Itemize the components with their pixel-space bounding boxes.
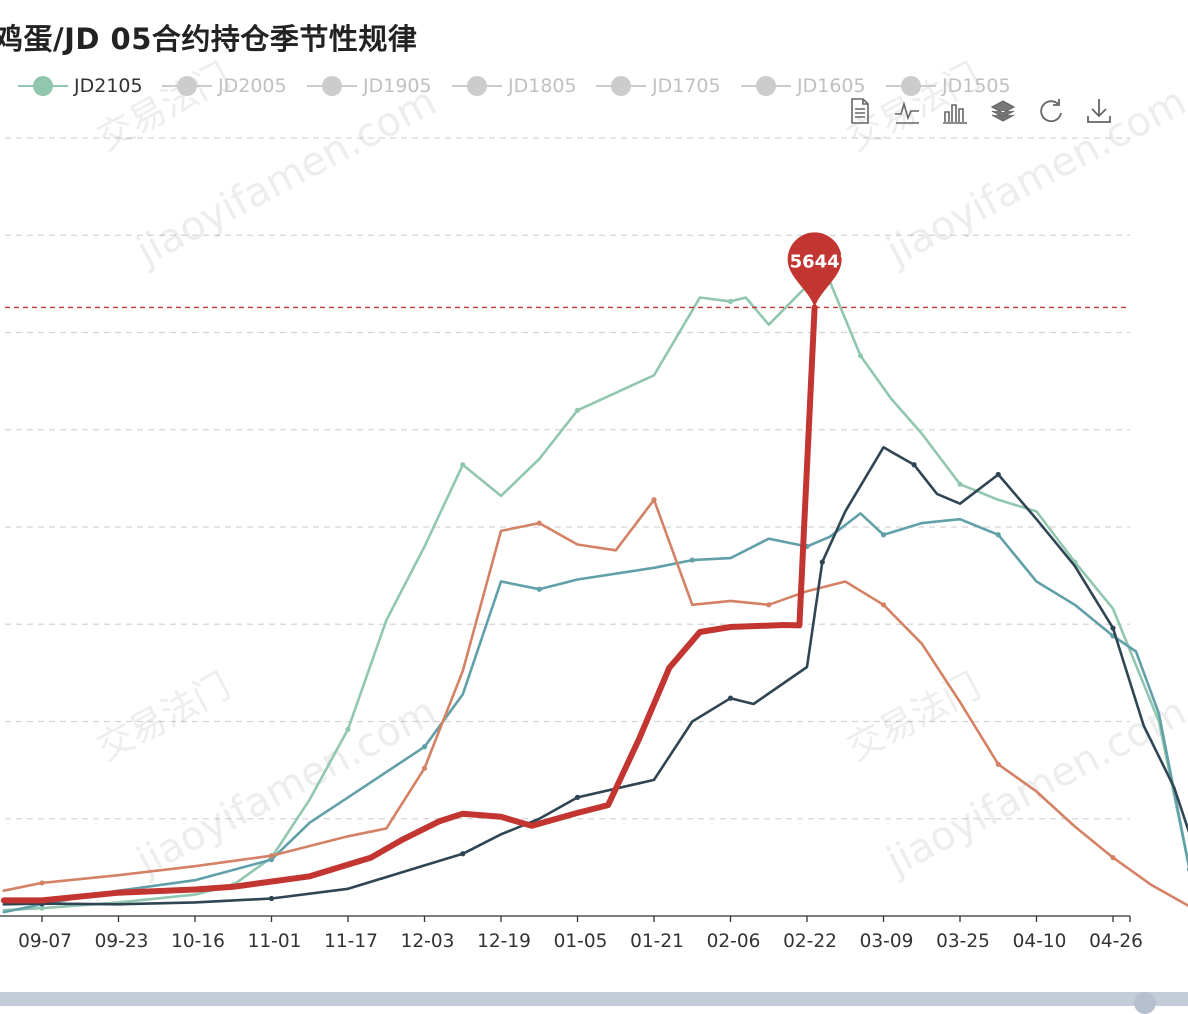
legend-label: JD2005 bbox=[218, 75, 287, 97]
data-point-jd2005 bbox=[957, 481, 963, 487]
data-point-jd1905 bbox=[421, 744, 428, 750]
legend-item-jd1505[interactable]: JD1505 bbox=[886, 70, 1011, 102]
series-lines bbox=[0, 234, 1188, 914]
data-point-jd1705 bbox=[727, 695, 734, 701]
markpoint-label: 156447 bbox=[777, 251, 852, 272]
series-line-jd1905 bbox=[2, 512, 1188, 914]
series-line-jd2105 bbox=[0, 304, 818, 904]
data-zoom-handle[interactable] bbox=[1134, 992, 1156, 1014]
data-zoom-bar[interactable] bbox=[0, 992, 1188, 1006]
series-line-jd1705 bbox=[2, 446, 1188, 906]
legend-swatch-icon bbox=[886, 70, 936, 102]
legend-item-jd2105[interactable]: JD2105 bbox=[18, 70, 143, 102]
data-point-jd2005 bbox=[574, 407, 581, 413]
data-point-jd2005 bbox=[345, 726, 351, 732]
data-point-jd2005 bbox=[857, 353, 864, 359]
download-icon[interactable] bbox=[1085, 96, 1113, 126]
legend-item-jd2005[interactable]: JD2005 bbox=[162, 70, 287, 102]
legend-item-jd1605[interactable]: JD1605 bbox=[741, 70, 866, 102]
data-view-icon[interactable] bbox=[845, 96, 873, 126]
data-point-jd1905 bbox=[536, 586, 542, 592]
line-chart-icon[interactable] bbox=[893, 96, 921, 126]
x-tick-label: 02-06 bbox=[707, 931, 761, 952]
x-tick-label: 09-07 bbox=[18, 931, 72, 952]
x-tick-label: 03-25 bbox=[936, 931, 990, 952]
data-point-jd1805 bbox=[766, 602, 772, 608]
data-point-jd2005 bbox=[39, 905, 45, 911]
x-tick-label: 12-03 bbox=[401, 931, 455, 952]
data-point-jd1805 bbox=[1110, 855, 1116, 861]
data-point-jd1905 bbox=[880, 532, 887, 538]
x-tick-label: 10-16 bbox=[171, 931, 225, 952]
data-point-jd1705 bbox=[819, 559, 825, 565]
grid-lines bbox=[5, 137, 1130, 820]
data-point-jd1705 bbox=[460, 851, 466, 857]
data-point-jd1805 bbox=[39, 880, 45, 886]
markpoint-pin bbox=[787, 232, 842, 308]
legend-label: JD1905 bbox=[363, 75, 432, 97]
data-point-jd2005 bbox=[727, 298, 734, 304]
watermark-text: 交易法门 bbox=[91, 666, 237, 770]
legend-label: JD1705 bbox=[652, 75, 721, 97]
series-line-jd1805 bbox=[2, 498, 1188, 907]
data-point-jd1805 bbox=[995, 761, 1001, 767]
data-point-jd1705 bbox=[995, 471, 1001, 478]
x-tick-label: 01-21 bbox=[630, 931, 684, 952]
data-point-jd1805 bbox=[880, 602, 887, 608]
x-tick-label: 02-22 bbox=[783, 931, 837, 952]
watermark-text: 交易法门 bbox=[841, 666, 987, 770]
data-point-jd1705 bbox=[574, 794, 581, 800]
x-tick-label: 09-23 bbox=[95, 931, 149, 952]
legend-swatch-icon bbox=[596, 70, 646, 102]
legend-label: JD1805 bbox=[508, 75, 577, 97]
data-point-jd1805 bbox=[421, 765, 428, 771]
data-point-jd1705 bbox=[268, 895, 275, 902]
legend-swatch-icon bbox=[307, 70, 357, 102]
legend-label: JD1605 bbox=[797, 75, 866, 97]
data-point-jd1905 bbox=[268, 856, 275, 863]
legend-swatch-icon bbox=[18, 70, 68, 102]
x-tick-label: 11-17 bbox=[324, 931, 378, 952]
legend-swatch-icon bbox=[741, 70, 791, 102]
data-point-jd1705 bbox=[911, 462, 917, 468]
x-tick-label: 11-01 bbox=[248, 931, 302, 952]
restore-icon[interactable] bbox=[1037, 96, 1065, 126]
x-tick-label: 03-09 bbox=[860, 931, 914, 952]
data-point-jd1905 bbox=[689, 557, 695, 563]
legend-swatch-icon bbox=[452, 70, 502, 102]
data-point-jd2005 bbox=[460, 462, 466, 468]
legend-label: JD1505 bbox=[942, 75, 1011, 97]
legend-item-jd1705[interactable]: JD1705 bbox=[596, 70, 721, 102]
bar-chart-icon[interactable] bbox=[941, 96, 969, 126]
legend-swatch-icon bbox=[162, 70, 212, 102]
legend-label: JD2105 bbox=[74, 75, 143, 97]
legend-item-jd1905[interactable]: JD1905 bbox=[307, 70, 432, 102]
legend: JD2105 JD2005 JD1905 JD1805 JD1705 JD1605 JD15… bbox=[0, 70, 1188, 102]
data-point-jd1805 bbox=[268, 853, 275, 859]
x-axis: 09-07 09-23 10-16 11-01 11-17 12-03 12-19 01-05… bbox=[0, 915, 1143, 952]
legend-item-jd1805[interactable]: JD1805 bbox=[452, 70, 577, 102]
chart-title: 鸡蛋/JD 05合约持仓季节性规律 bbox=[0, 22, 418, 56]
mark-layer: 156447 bbox=[5, 232, 1130, 309]
x-tick-label: 01-05 bbox=[554, 931, 608, 952]
x-tick-label: 04-26 bbox=[1089, 931, 1143, 952]
data-point-jd1905 bbox=[995, 532, 1001, 538]
stack-icon[interactable] bbox=[989, 96, 1017, 126]
data-point-jd1805 bbox=[536, 520, 542, 526]
x-tick-label: 04-10 bbox=[1013, 931, 1067, 952]
data-point-jd1705 bbox=[1110, 625, 1116, 631]
data-point-jd1805 bbox=[651, 497, 657, 503]
x-tick-label: 12-19 bbox=[477, 931, 531, 952]
